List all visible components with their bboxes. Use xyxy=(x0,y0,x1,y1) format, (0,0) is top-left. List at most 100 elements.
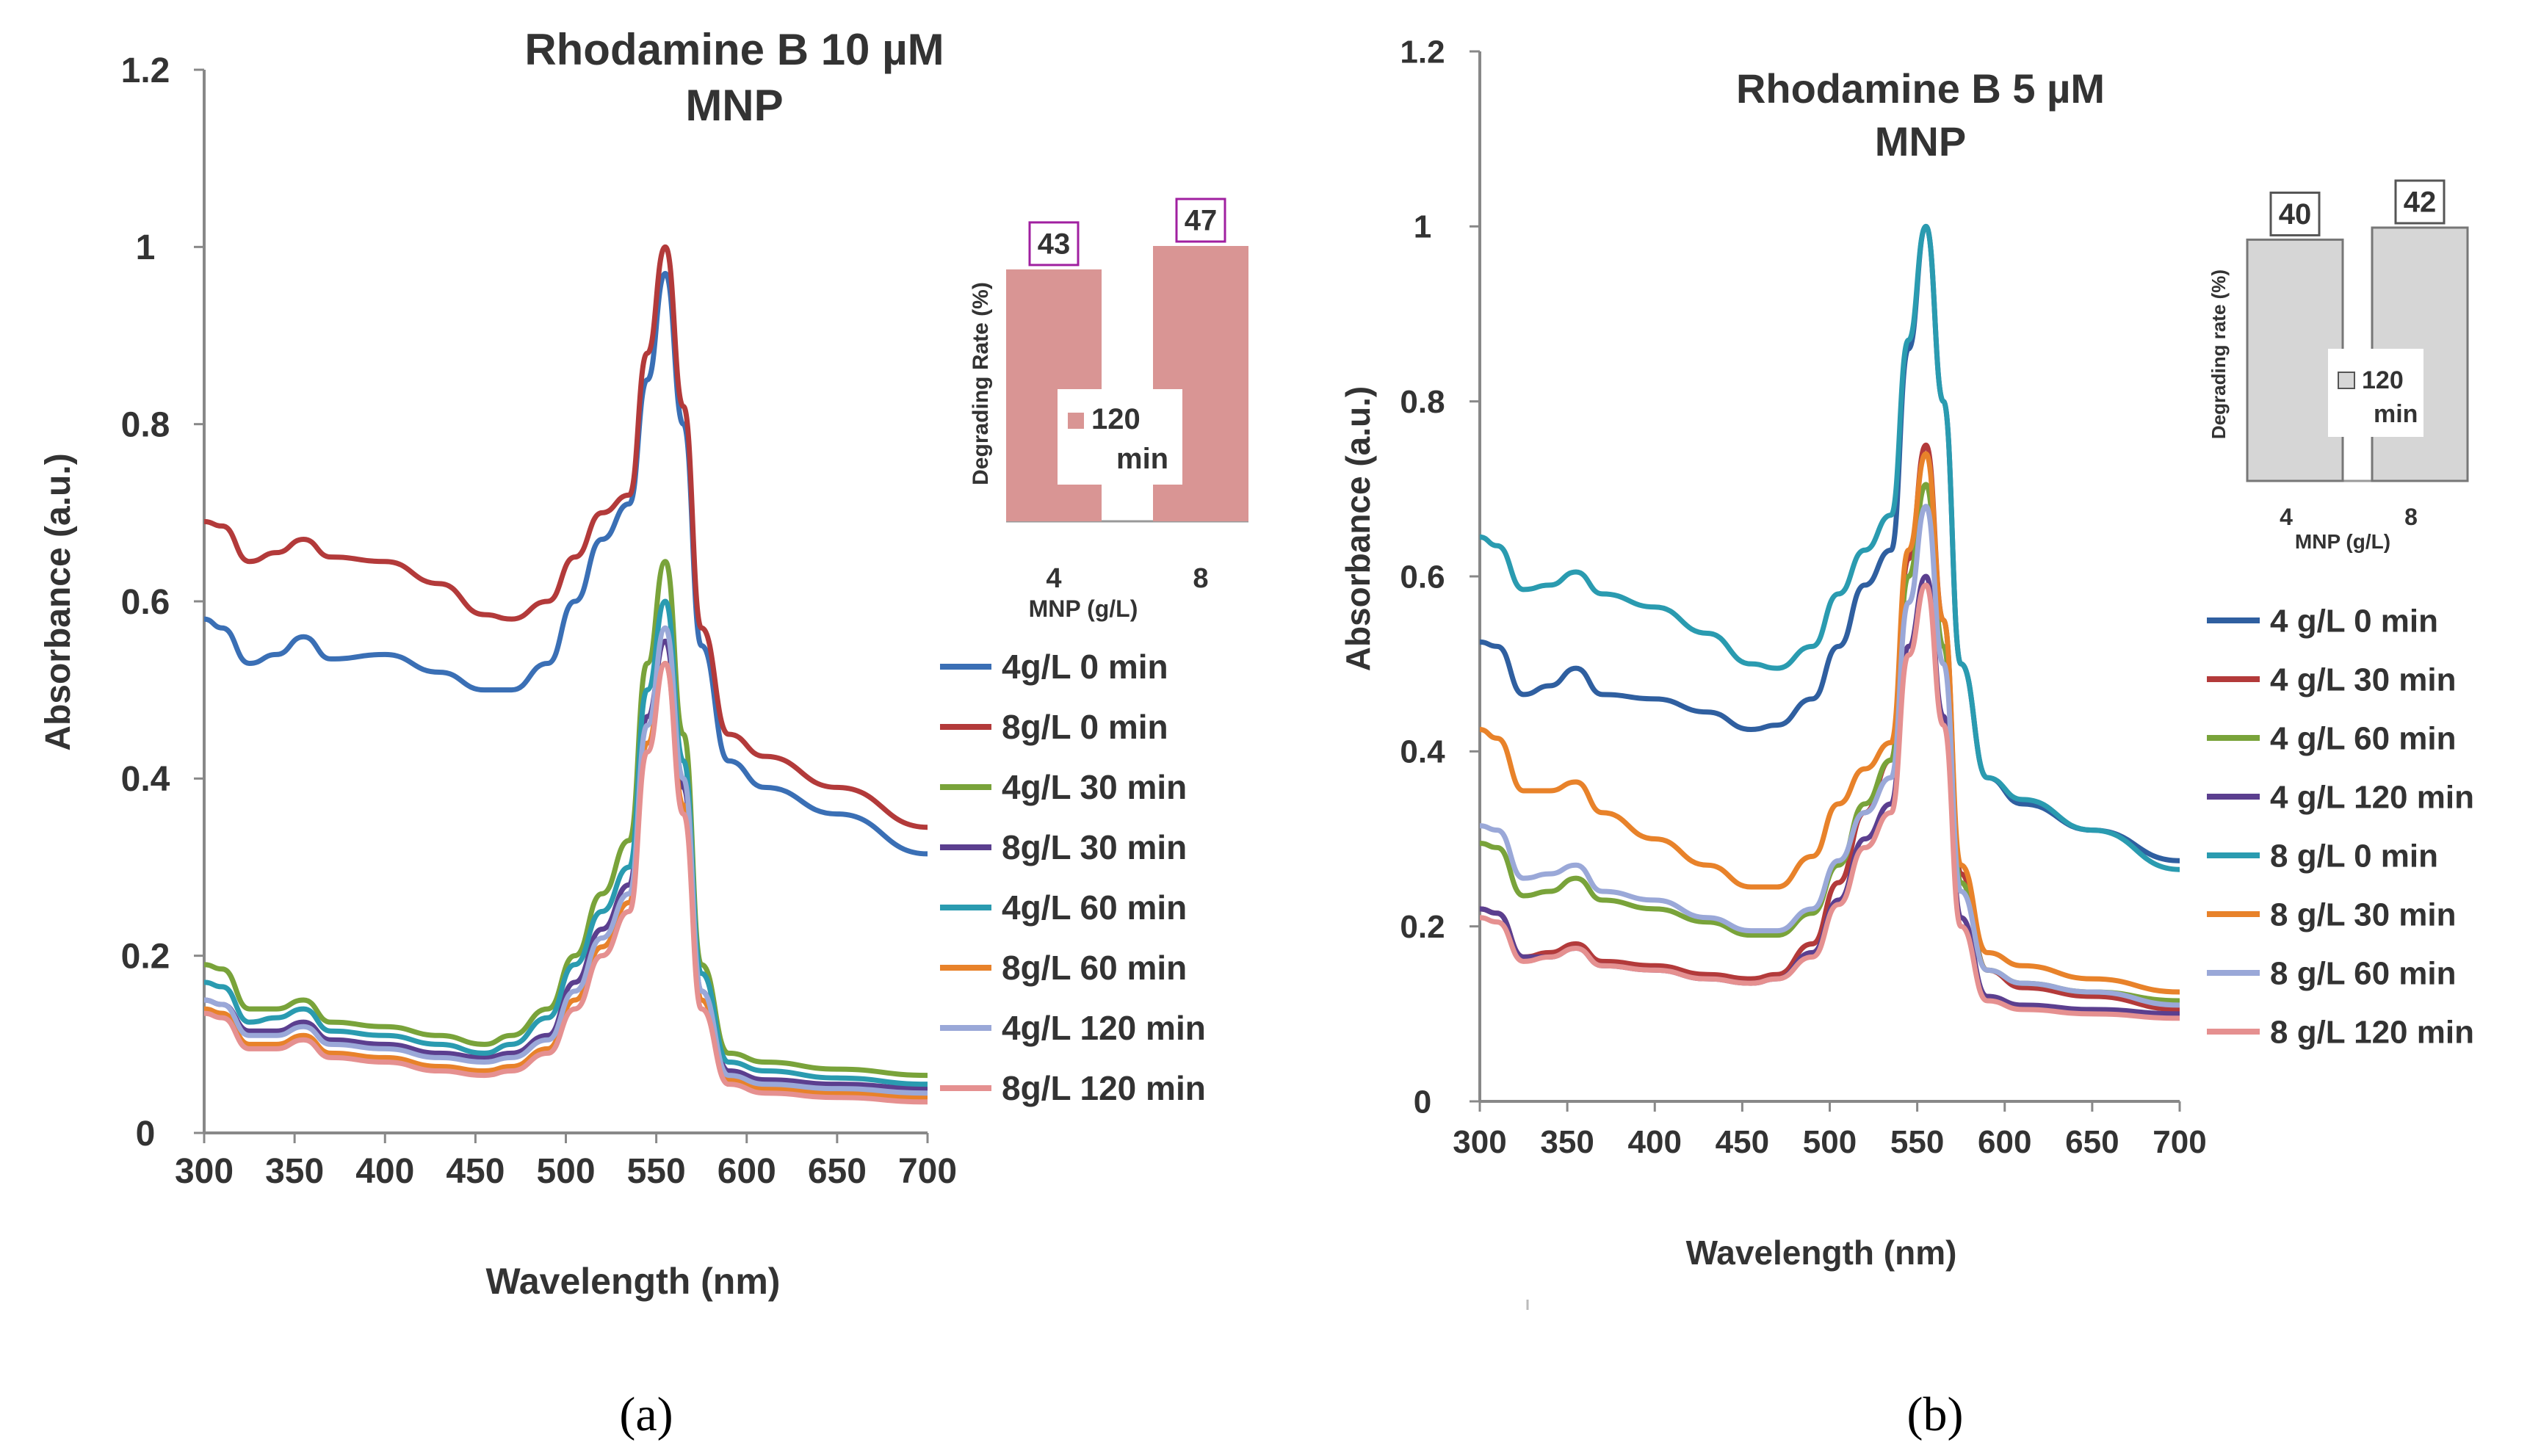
panel-b-inset-data-label-box xyxy=(2394,179,2446,225)
panel-a-legend-label: 8g/L 120 min xyxy=(1002,1069,1206,1107)
panel-a-x-tick-label: 450 xyxy=(446,1152,505,1191)
panel-a-x-label: Wavelength (nm) xyxy=(486,1261,781,1302)
panel-a-inset-legend-swatch xyxy=(1068,413,1084,429)
panel-b-legend: 4 g/L 0 min 4 g/L 30 min 4 g/L 60 min 4 g/L… xyxy=(2207,603,2474,1050)
panel-a-series-line-1 xyxy=(203,271,928,857)
panel-a-legend-label: 4g/L 120 min xyxy=(1002,1009,1206,1047)
panel-b-y-tick-label: 0.4 xyxy=(1400,734,1445,770)
panel-b-inset-bar-4 xyxy=(2246,238,2344,482)
panel-a-x-tick-label: 400 xyxy=(355,1152,414,1191)
panel-b-x-ticks: 300 350 400 450 500 550 600 650 700 xyxy=(1453,1101,2207,1160)
panel-a-y-tick-label: 0.2 xyxy=(121,937,170,976)
panel-a-legend-label: 8g/L 30 min xyxy=(1002,828,1187,866)
panel-a-series-lines xyxy=(203,244,928,1105)
panel-a-inset-data-label: 47 xyxy=(1185,204,1218,236)
panel-a-y-ticks: 0 0.2 0.4 0.6 0.8 1 1.2 xyxy=(121,51,204,1153)
panel-a-series-line-2 xyxy=(203,244,928,830)
panel-b-y-tick-label: 1.2 xyxy=(1400,34,1445,70)
panel-b-legend-label: 8 g/L 30 min xyxy=(2270,897,2457,932)
panel-a-legend: 4g/L 0 min 8g/L 0 min 4g/L 30 min 8g/L 30 m… xyxy=(940,648,1206,1107)
panel-a-legend-label: 4g/L 30 min xyxy=(1002,768,1187,806)
panel-a-x-tick-label: 550 xyxy=(627,1152,686,1191)
panel-b-title: Rhodamine B 5 µM xyxy=(1736,65,2105,112)
panel-b-inset-legend-label-1: 120 xyxy=(2362,366,2404,394)
panel-b-x-tick-label: 300 xyxy=(1453,1124,1506,1160)
panel-a-inset-legend-label-2: min xyxy=(1116,443,1168,475)
panel-a-legend-label: 8g/L 0 min xyxy=(1002,708,1168,746)
panel-a-series-line-5 xyxy=(203,598,928,1087)
panel-b-x-tick-label: 650 xyxy=(2065,1124,2119,1160)
panel-b-inset-legend-swatch xyxy=(2338,372,2355,389)
panel-b-caption: (b) xyxy=(1907,1388,1964,1441)
panel-b-x-tick-label: 400 xyxy=(1628,1124,1682,1160)
panel-a-x-tick-label: 600 xyxy=(718,1152,776,1191)
panel-a-inset-legend-label-1: 120 xyxy=(1091,403,1141,435)
panel-a-y-tick-label: 0.4 xyxy=(121,760,170,799)
panel-b-y-tick-label: 1 xyxy=(1414,209,1431,245)
panel-a-y-tick-label: 0.8 xyxy=(121,405,170,444)
panel-b-legend-label: 4 g/L 0 min xyxy=(2270,603,2438,639)
panel-a-inset-category-label: 4 xyxy=(1046,563,1061,594)
panel-a-x-tick-label: 500 xyxy=(536,1152,595,1191)
panel-a-inset-legend-box xyxy=(1058,389,1182,485)
panel-a-series-line-8 xyxy=(203,660,928,1105)
panel-b-y-ticks: 0 0.2 0.4 0.6 0.8 1 1.2 xyxy=(1400,34,1480,1120)
panel-b-x-tick-label: 500 xyxy=(1803,1124,1857,1160)
panel-b-x-tick-label: 700 xyxy=(2153,1124,2206,1160)
panel-a-x-ticks: 300 350 400 450 500 550 600 650 700 xyxy=(175,1133,957,1191)
panel-b-inset-x-label: MNP (g/L) xyxy=(2295,530,2390,553)
panel-b-inset-category-label: 8 xyxy=(2404,504,2418,530)
panel-b-series-line-8 xyxy=(1479,582,2180,1021)
panel-a-subtitle: MNP xyxy=(685,81,783,130)
panel-b-x-tick-label: 450 xyxy=(1716,1124,1769,1160)
panel-b-legend-label: 4 g/L 60 min xyxy=(2270,720,2457,756)
panel-b-inset-data-label: 40 xyxy=(2279,198,2312,231)
panel-a-x-tick-label: 300 xyxy=(175,1152,234,1191)
panel-b-x-tick-label: 600 xyxy=(1978,1124,2031,1160)
panel-a-y-tick-label: 0.6 xyxy=(121,583,170,622)
panel-a-y-label: Absorbance (a.u.) xyxy=(39,453,78,750)
panel-b-inset-legend-label-2: min xyxy=(2374,400,2418,428)
panel-b-inset-data-label-box xyxy=(2269,191,2321,236)
panel-a: Rhodamine B 10 µM MNP 00.20.40.60.811.2 … xyxy=(39,25,1248,1441)
panel-b-y-tick-label: 0 xyxy=(1414,1084,1431,1120)
panel-b-x-tick-label: 550 xyxy=(1890,1124,1944,1160)
panel-a-inset-data-label-box xyxy=(1175,198,1226,243)
panel-b-y-label: Absorbance (a.u.) xyxy=(1339,386,1377,672)
panel-a-y-tick-label: 1 xyxy=(136,228,156,267)
panel-b-legend-label: 8 g/L 60 min xyxy=(2270,955,2457,991)
panel-b-series-line-2 xyxy=(1479,442,2180,1013)
panel-b-legend-label: 8 g/L 0 min xyxy=(2270,838,2438,874)
panel-a-x-tick-label: 650 xyxy=(808,1152,867,1191)
panel-b-series-line-6 xyxy=(1479,451,2180,995)
panel-b-legend-label: 8 g/L 120 min xyxy=(2270,1014,2474,1050)
panel-a-y-tick-label: 0 xyxy=(136,1115,156,1153)
panel-b-y-tick-label: 0.8 xyxy=(1400,384,1445,420)
panel-a-x-tick-label: 700 xyxy=(898,1152,957,1191)
panel-b-y-tick-label: 0.2 xyxy=(1400,909,1445,945)
panel-a-y-tick-label: 1.2 xyxy=(121,51,170,90)
panel-b-x-tick-label: 350 xyxy=(1540,1124,1594,1160)
panel-a-inset-data-label-box xyxy=(1028,221,1080,267)
panel-b-series-line-1 xyxy=(1479,223,2180,863)
panel-b: Rhodamine B 5 µM MNP 0 0.2 0.4 0.6 0.8 1 1.2 3… xyxy=(1339,34,2474,1441)
panel-a-inset-y-label: Degrading Rate (%) xyxy=(969,282,993,485)
panel-a-inset-category-label: 8 xyxy=(1193,563,1208,594)
panel-b-series-lines xyxy=(1479,223,2180,1021)
panel-b-legend-label: 4 g/L 30 min xyxy=(2270,662,2457,698)
panel-a-title: Rhodamine B 10 µM xyxy=(524,25,944,74)
panel-a-inset-bar-chart: 43 4 47 8 120 min Degrading Rate (%) MNP (g/L) xyxy=(969,198,1248,622)
panel-b-inset-category-label: 4 xyxy=(2280,504,2293,530)
panel-b-legend-label: 4 g/L 120 min xyxy=(2270,779,2474,815)
panel-a-legend-label: 4g/L 60 min xyxy=(1002,888,1187,927)
panel-b-inset-bar-chart: 40 4 42 8 120 min Degrading rate (%) MNP (g/L) xyxy=(2208,179,2469,553)
panel-a-caption: (a) xyxy=(619,1388,673,1441)
panel-b-x-label: Wavelength (nm) xyxy=(1686,1234,1957,1272)
panel-b-inset-y-label: Degrading rate (%) xyxy=(2208,269,2230,439)
panel-a-legend-label: 4g/L 0 min xyxy=(1002,648,1168,686)
panel-a-inset-data-label: 43 xyxy=(1038,228,1071,260)
panel-a-inset-x-label: MNP (g/L) xyxy=(1029,595,1138,622)
panel-a-x-tick-label: 350 xyxy=(265,1152,324,1191)
panel-b-series-line-5 xyxy=(1479,223,2180,872)
